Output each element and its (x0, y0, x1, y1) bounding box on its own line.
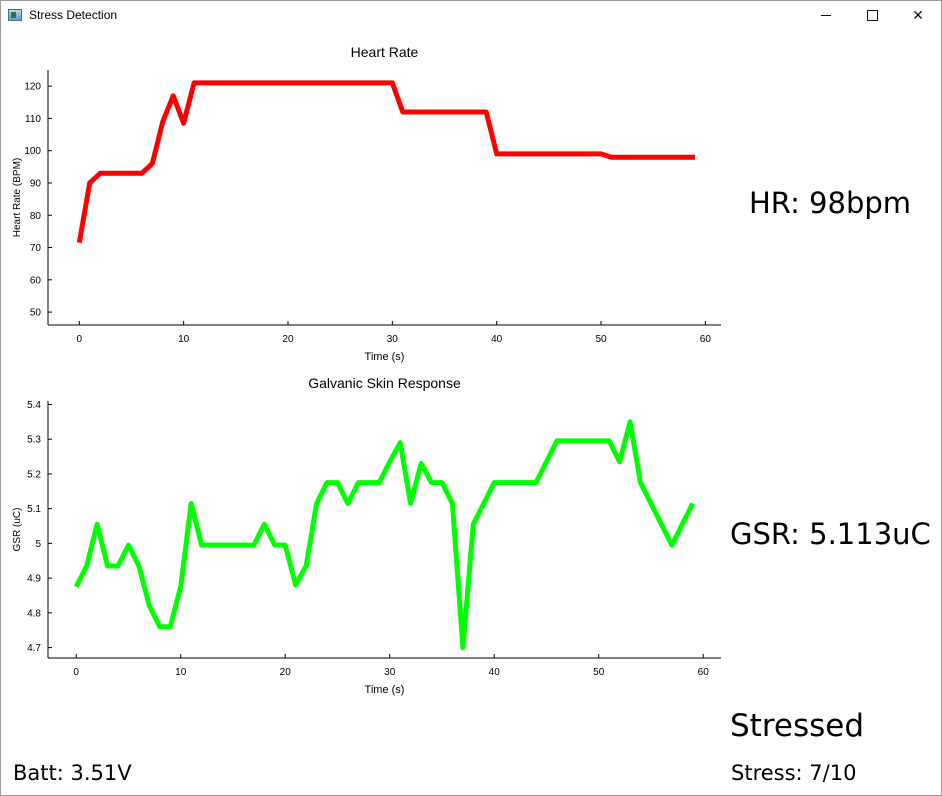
close-button[interactable]: ✕ (895, 1, 941, 30)
chart-0-x-tick-label: 50 (595, 334, 607, 345)
window-title: Stress Detection (29, 8, 118, 22)
chart-1-title: Galvanic Skin Response (308, 375, 461, 391)
chart-1-y-tick-label: 5 (35, 539, 41, 550)
chart-0-x-tick-label: 40 (491, 334, 503, 345)
chart-0-y-tick-label: 100 (24, 146, 41, 157)
chart-0-y-tick-label: 70 (30, 243, 42, 254)
chart-1-x-tick-label: 50 (593, 667, 605, 678)
app-icon (8, 9, 22, 21)
chart-1-x-tick-label: 0 (73, 667, 79, 678)
chart-0-y-tick-label: 120 (24, 82, 41, 93)
chart-1-y-axis-label: GSR (uC) (12, 508, 23, 552)
chart-1-y-tick-label: 4.9 (27, 574, 41, 585)
maximize-icon (866, 10, 878, 21)
chart-1-series-line (73, 419, 696, 651)
stress-level-readout: Stress: 7/10 (731, 761, 857, 785)
chart-0-x-tick-label: 0 (77, 334, 83, 345)
chart-1-y-tick-label: 5.4 (27, 400, 41, 411)
chart-0-series-line (76, 80, 695, 244)
chart-0-x-tick-label: 60 (700, 334, 712, 345)
chart-0-x-tick-label: 10 (178, 334, 190, 345)
chart-0-y-axis-label: Heart Rate (BPM) (12, 158, 23, 237)
battery-voltage-readout: Batt: 3.51V (13, 761, 132, 785)
chart-0-y-tick-label: 50 (30, 308, 42, 319)
chart-0-x-tick-label: 30 (387, 334, 399, 345)
chart-0-y-tick-label: 80 (30, 211, 42, 222)
chart-1-x-tick-label: 30 (384, 667, 396, 678)
stress-status-label: Stressed (730, 708, 865, 744)
chart-1-y-tick-label: 4.7 (27, 643, 41, 654)
chart-1-y-tick-label: 4.8 (27, 608, 41, 619)
chart-0-y-tick-label: 90 (30, 178, 42, 189)
maximize-button[interactable] (849, 1, 895, 30)
chart-1-x-tick-label: 40 (489, 667, 501, 678)
minimize-button[interactable] (803, 1, 849, 30)
chart-1-x-axis-label: Time (s) (365, 684, 405, 696)
chart-0-y-tick-label: 60 (30, 275, 42, 286)
close-icon: ✕ (912, 7, 924, 24)
minimize-icon (821, 15, 831, 16)
chart-1-y-tick-label: 5.2 (27, 469, 41, 480)
chart-1-x-tick-label: 60 (698, 667, 710, 678)
heart-rate-readout: HR: 98bpm (749, 186, 912, 220)
chart-0-title: Heart Rate (351, 44, 419, 60)
chart-0-x-tick-label: 20 (282, 334, 294, 345)
chart-1-x-tick-label: 10 (175, 667, 187, 678)
chart-1-x-tick-label: 20 (280, 667, 292, 678)
chart-0-x-axis-label: Time (s) (365, 351, 405, 363)
chart-1-y-tick-label: 5.1 (27, 504, 41, 515)
gsr-readout: GSR: 5.113uC (730, 517, 931, 551)
chart-0-y-tick-label: 110 (25, 114, 41, 125)
title-bar[interactable]: Stress Detection ✕ (0, 0, 942, 30)
chart-1-y-tick-label: 5.3 (27, 435, 41, 446)
